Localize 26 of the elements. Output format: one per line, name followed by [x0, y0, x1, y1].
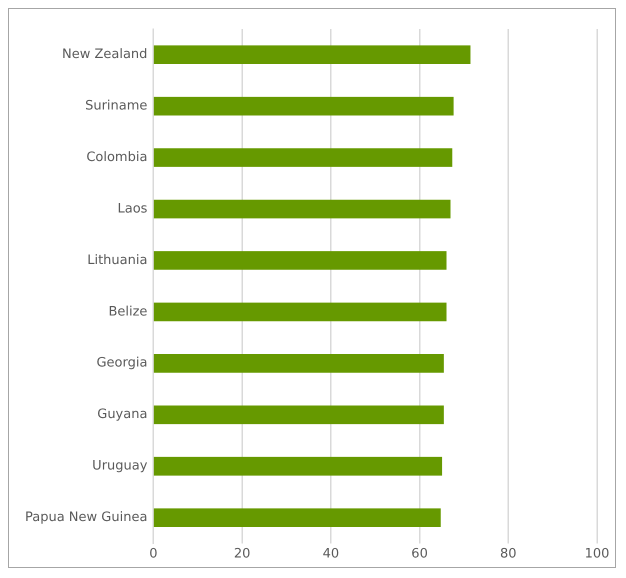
x-tick-label: 60: [411, 546, 428, 562]
y-tick-label: New Zealand: [62, 47, 148, 62]
bar: [154, 354, 444, 373]
x-tick-label: 40: [322, 546, 340, 562]
y-tick-label: Belize: [108, 304, 148, 320]
x-tick-label: 0: [149, 546, 158, 562]
bar: [154, 45, 470, 64]
bar: [154, 508, 441, 528]
y-tick-label: Guyana: [97, 407, 148, 422]
y-tick-label: Papua New Guinea: [24, 510, 148, 526]
y-tick-label: Suriname: [85, 98, 148, 114]
y-tick-label: Laos: [117, 201, 148, 216]
bar: [154, 200, 451, 218]
bar: [154, 456, 442, 476]
bar: [154, 96, 454, 116]
y-tick-label: Uruguay: [92, 458, 148, 474]
bar: [154, 302, 447, 322]
y-tick-label: Lithuania: [87, 252, 148, 268]
y-tick-label: Colombia: [86, 150, 148, 165]
y-tick-label: Georgia: [96, 356, 148, 371]
bar: [154, 251, 447, 270]
bar: [154, 148, 452, 167]
x-tick-label: 100: [584, 546, 610, 562]
bar: [154, 405, 444, 424]
x-tick-label: 20: [234, 546, 250, 562]
x-tick-label: 80: [500, 546, 517, 562]
